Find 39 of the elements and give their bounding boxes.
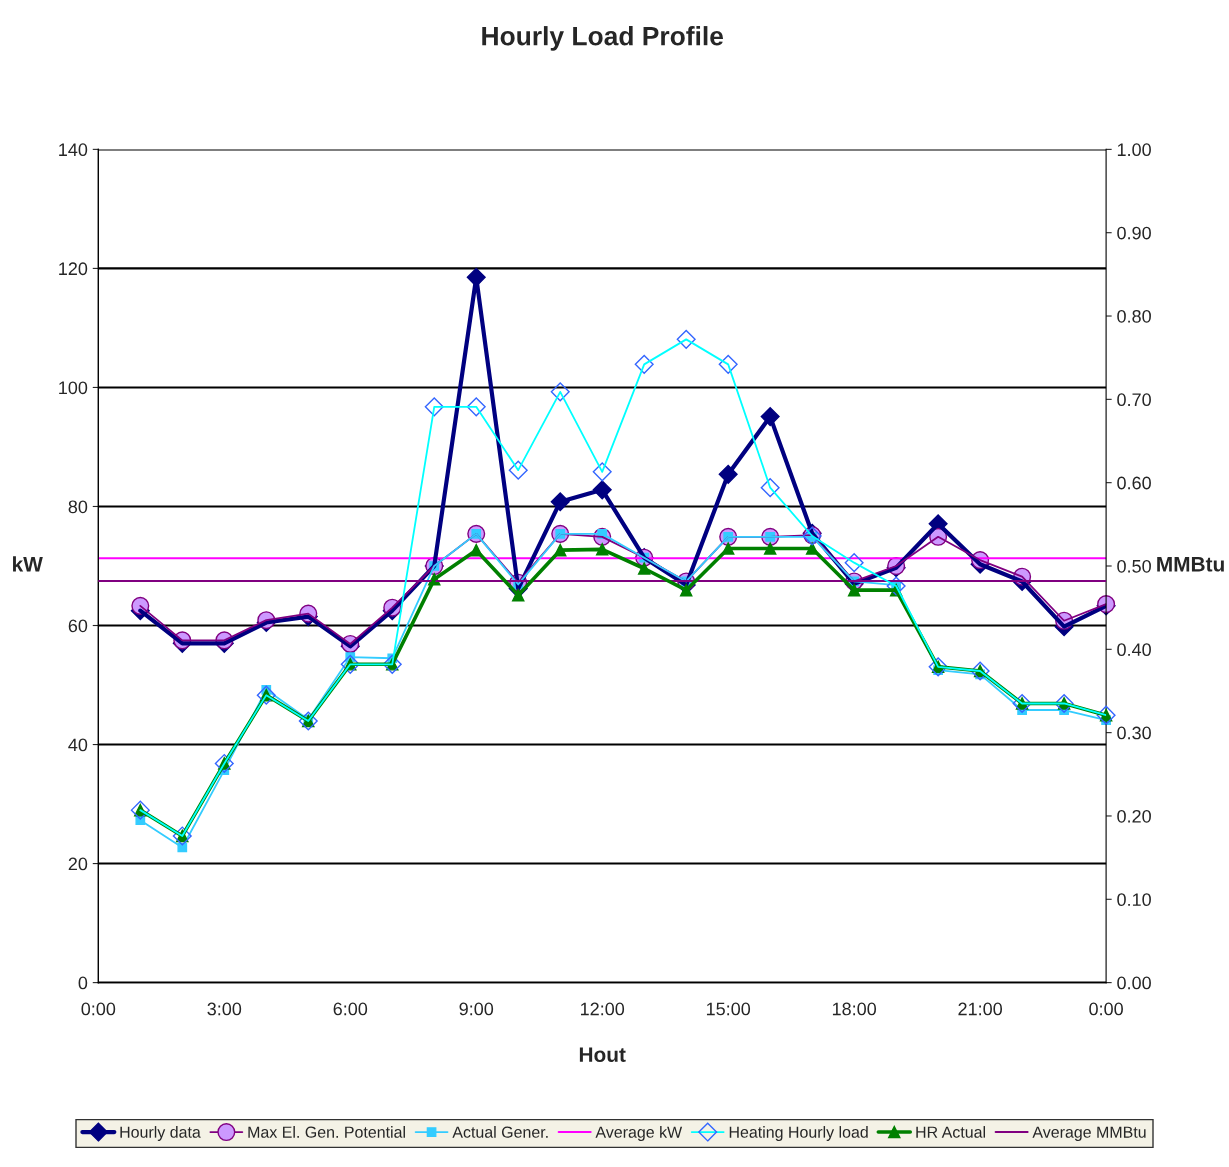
y2-tick-label: 0.90 — [1117, 226, 1151, 240]
y2-tick-label: 0.30 — [1117, 726, 1151, 740]
y2-tick-label: 1.00 — [1117, 143, 1151, 157]
y-tick-label: 40 — [68, 738, 88, 752]
y-tick-label: 20 — [68, 857, 88, 871]
x-tick-label: 18:00 — [832, 1002, 877, 1016]
x-tick-label: 0:00 — [1089, 1002, 1123, 1016]
y-tick-label: 80 — [68, 500, 88, 514]
y2-tick-label: 0.80 — [1117, 309, 1151, 323]
x-axis-title: Hout — [579, 1047, 626, 1062]
y2-tick-label: 0.20 — [1117, 809, 1151, 823]
x-tick-label: 0:00 — [81, 1002, 116, 1016]
legend-label: Average kW — [595, 1126, 683, 1141]
legend-label: Hourly data — [120, 1126, 201, 1141]
chart-title: Hourly Load Profile — [482, 26, 724, 51]
y2-axis-title: MMBtu — [1157, 557, 1224, 572]
y2-tick-label: 0.40 — [1117, 643, 1151, 657]
y-tick-label: 60 — [68, 619, 88, 633]
y2-tick-label: 0.60 — [1117, 476, 1151, 490]
x-tick-label: 9:00 — [459, 1002, 494, 1016]
x-tick-label: 21:00 — [958, 1002, 1003, 1016]
legend-label: Actual Gener. — [452, 1126, 548, 1138]
legend-label: Max El. Gen. Potential — [248, 1126, 405, 1138]
legend-label: HR Actual — [916, 1126, 985, 1138]
y-axis-title: kW — [13, 556, 43, 572]
x-tick-label: 12:00 — [581, 1002, 625, 1016]
y2-tick-label: 0.70 — [1117, 393, 1151, 407]
y-tick-label: 120 — [59, 262, 88, 276]
y-tick-label: 0 — [78, 976, 88, 990]
y2-tick-label: 0.50 — [1117, 559, 1151, 573]
legend-label: Heating Hourly load — [729, 1126, 868, 1141]
y-tick-label: 140 — [59, 143, 88, 157]
x-tick-label: 3:00 — [207, 1002, 242, 1016]
y-tick-label: 100 — [59, 381, 88, 395]
x-tick-label: 15:00 — [706, 1002, 751, 1016]
y2-tick-label: 0.10 — [1117, 893, 1151, 907]
y2-tick-label: 0.00 — [1117, 976, 1151, 990]
x-tick-label: 6:00 — [333, 1002, 368, 1016]
legend-label: Average MMBtu — [1032, 1126, 1146, 1141]
